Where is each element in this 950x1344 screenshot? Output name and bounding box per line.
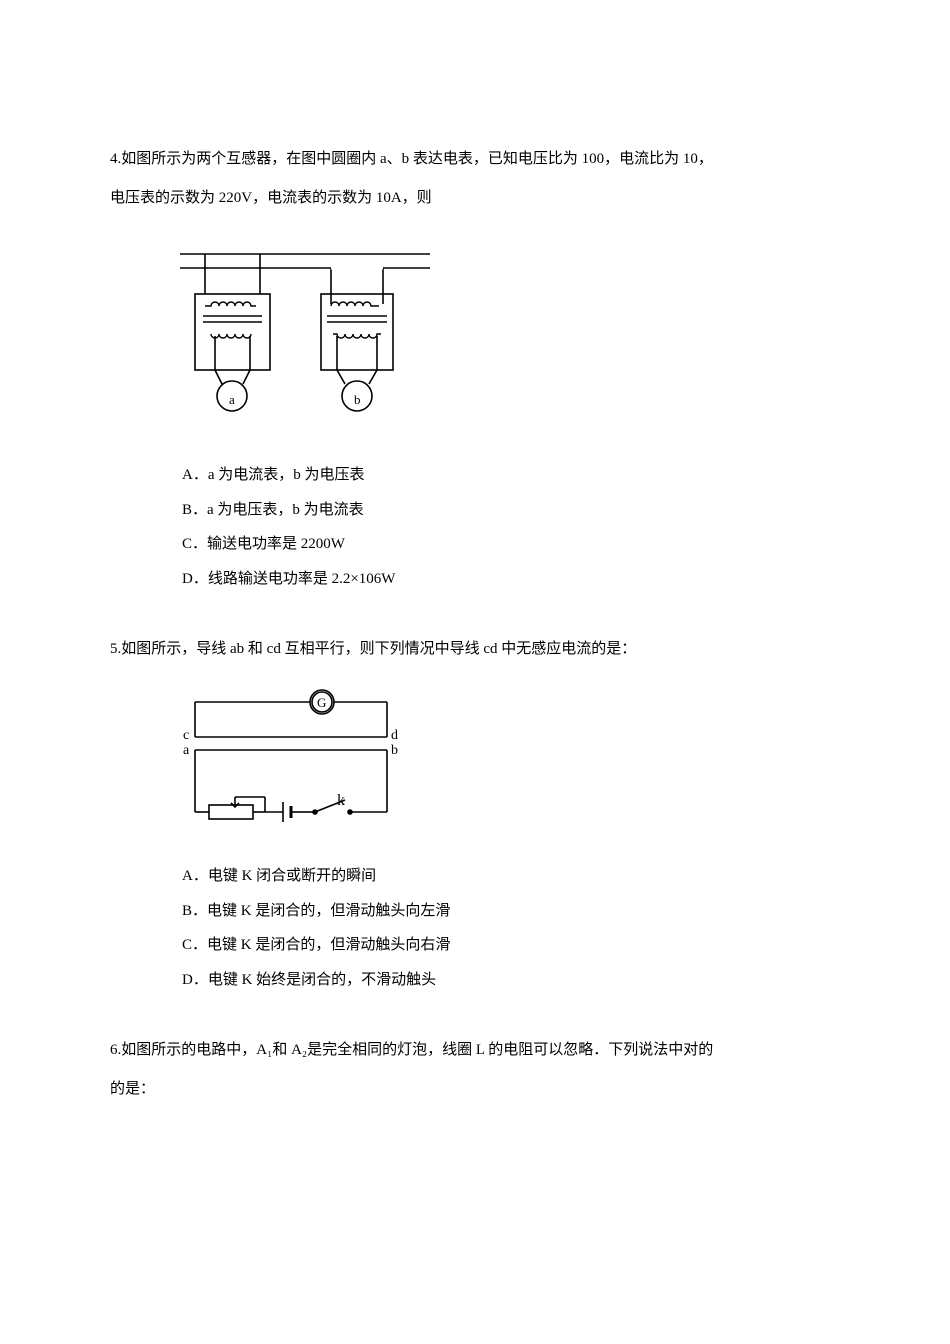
q4-optA: A．a 为电流表，b 为电压表	[182, 458, 840, 493]
q4-figure: a b	[165, 236, 840, 436]
q4-optC: C．输送电功率是 2200W	[182, 527, 840, 562]
label-b: b	[391, 743, 398, 758]
q6-text: 6.如图所示的电路中，A₁和 A₂是完全相同的灯泡，线圈 L 的电阻可以忽略．下…	[110, 1031, 840, 1109]
q5-text: 5.如图所示，导线 ab 和 cd 互相平行，则下列情况中导线 cd 中无感应电…	[110, 630, 840, 669]
q5-optB: B．电键 K 是闭合的，但滑动触头向左滑	[182, 894, 840, 929]
q4-optB: B．a 为电压表，b 为电流表	[182, 493, 840, 528]
q4-line2: 电压表的示数为 220V，电流表的示数为 10A，则	[110, 190, 432, 206]
exam-page: 4.如图所示为两个互感器，在图中圆圈内 a、b 表达电表，已知电压比为 100，…	[0, 0, 950, 1169]
q6-line1: 6.如图所示的电路中，A₁和 A₂是完全相同的灯泡，线圈 L 的电阻可以忽略．下…	[110, 1042, 713, 1058]
q6-line2: 的是：	[110, 1081, 155, 1097]
label-c: c	[183, 728, 189, 743]
label-b: b	[354, 392, 361, 407]
q5-figure: G c d a b k	[165, 687, 840, 837]
parallel-wires-diagram: G c d a b k	[165, 687, 415, 837]
q5-optA: A．电键 K 闭合或断开的瞬间	[182, 859, 840, 894]
q5-optD: D．电键 K 始终是闭合的，不滑动触头	[182, 963, 840, 998]
q4-optD: D．线路输送电功率是 2.2×106W	[182, 562, 840, 597]
q4-line1: 4.如图所示为两个互感器，在图中圆圈内 a、b 表达电表，已知电压比为 100，…	[110, 151, 713, 167]
q4-text: 4.如图所示为两个互感器，在图中圆圈内 a、b 表达电表，已知电压比为 100，…	[110, 140, 840, 218]
label-k: k	[337, 792, 345, 809]
q5-optC: C．电键 K 是闭合的，但滑动触头向右滑	[182, 928, 840, 963]
transformers-diagram: a b	[165, 236, 445, 436]
label-d: d	[391, 728, 398, 743]
label-a: a	[229, 392, 235, 407]
q5-options: A．电键 K 闭合或断开的瞬间 B．电键 K 是闭合的，但滑动触头向左滑 C．电…	[182, 859, 840, 997]
q4-options: A．a 为电流表，b 为电压表 B．a 为电压表，b 为电流表 C．输送电功率是…	[182, 458, 840, 596]
label-G: G	[317, 695, 326, 710]
label-a: a	[183, 743, 190, 758]
